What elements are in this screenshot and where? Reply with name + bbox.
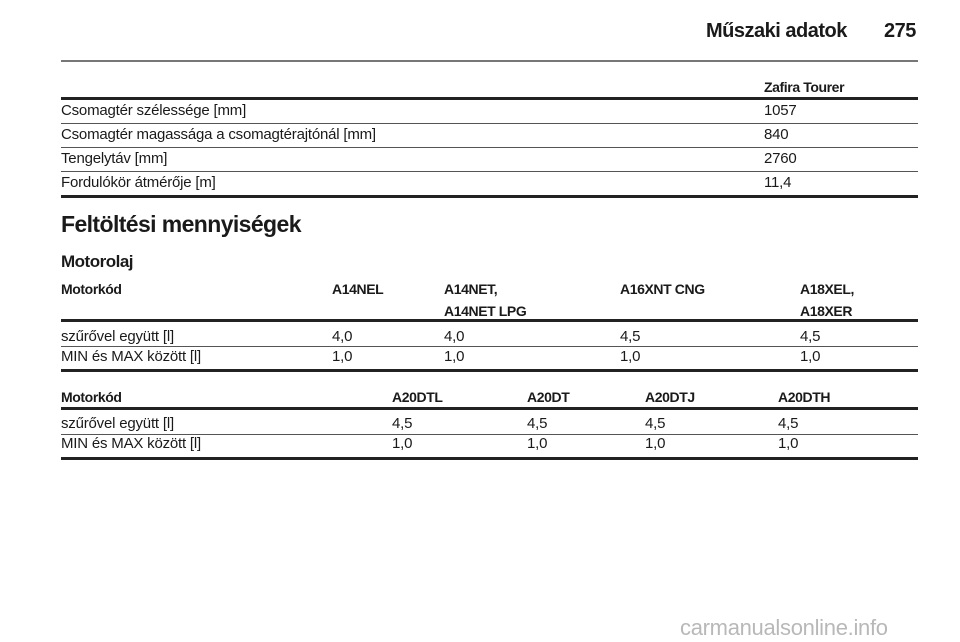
- column-header: Motorkód: [61, 389, 122, 405]
- column-header: Motorkód: [61, 281, 122, 297]
- column-header: A14NET LPG: [444, 303, 527, 319]
- table-rule: [61, 369, 918, 372]
- row-label: Fordulókör átmérője [m]: [61, 174, 216, 191]
- table-rule: [61, 407, 918, 410]
- header-divider: [61, 60, 918, 62]
- column-header: A14NEL: [332, 281, 384, 297]
- cell-value: 4,5: [778, 415, 799, 432]
- cell-value: 4,5: [800, 328, 821, 345]
- page-number: 275: [884, 20, 916, 42]
- section-heading: Feltöltési mennyiségek: [61, 211, 301, 237]
- column-header: A14NET,: [444, 281, 498, 297]
- column-header: A16XNT CNG: [620, 281, 705, 297]
- cell-value: 1,0: [620, 348, 641, 365]
- row-label: Tengelytáv [mm]: [61, 150, 168, 167]
- column-header: A18XER: [800, 303, 853, 319]
- row-divider: [61, 346, 918, 347]
- table-rule: [61, 97, 918, 100]
- column-header: A20DTH: [778, 389, 831, 405]
- cell-value: 4,0: [332, 328, 353, 345]
- cell-value: 4,0: [444, 328, 465, 345]
- row-label: MIN és MAX között [l]: [61, 348, 201, 365]
- row-label: Csomagtér szélessége [mm]: [61, 102, 247, 119]
- cell-value: 4,5: [392, 415, 413, 432]
- row-label: MIN és MAX között [l]: [61, 435, 201, 452]
- column-header: A20DT: [527, 389, 570, 405]
- cell-value: 4,5: [645, 415, 666, 432]
- cell-value: 4,5: [527, 415, 548, 432]
- row-divider: [61, 147, 918, 148]
- row-value: 840: [764, 126, 789, 143]
- cell-value: 1,0: [332, 348, 353, 365]
- cell-value: 1,0: [392, 435, 413, 452]
- row-label: Csomagtér magassága a csomagtérajtónál […: [61, 126, 376, 143]
- subsection-heading: Motorolaj: [61, 252, 134, 271]
- watermark: carmanualsonline.info: [680, 615, 888, 640]
- cell-value: 1,0: [444, 348, 465, 365]
- column-header: A20DTJ: [645, 389, 695, 405]
- table-rule: [61, 319, 918, 322]
- row-divider: [61, 123, 918, 124]
- cell-value: 1,0: [778, 435, 799, 452]
- table-rule: [61, 195, 918, 198]
- cell-value: 1,0: [645, 435, 666, 452]
- section-title: Műszaki adatok: [706, 20, 847, 42]
- column-header: Zafira Tourer: [764, 79, 845, 95]
- cell-value: 4,5: [620, 328, 641, 345]
- row-label: szűrővel együtt [l]: [61, 328, 174, 345]
- row-label: szűrővel együtt [l]: [61, 415, 174, 432]
- row-value: 11,4: [764, 174, 792, 191]
- row-divider: [61, 434, 918, 435]
- row-divider: [61, 171, 918, 172]
- column-header: A18XEL,: [800, 281, 854, 297]
- cell-value: 1,0: [800, 348, 821, 365]
- row-value: 2760: [764, 150, 797, 167]
- column-header: A20DTL: [392, 389, 443, 405]
- row-value: 1057: [764, 102, 797, 119]
- cell-value: 1,0: [527, 435, 548, 452]
- table-rule: [61, 457, 918, 460]
